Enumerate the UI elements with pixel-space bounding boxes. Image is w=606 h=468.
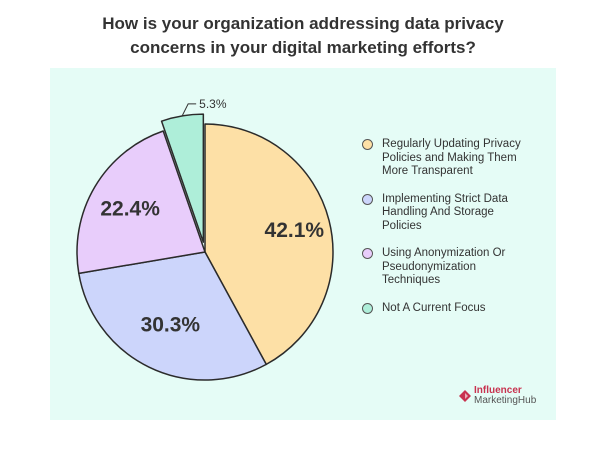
chart-title-line-1: How is your organization addressing data… xyxy=(102,14,504,33)
slice-value-label: 22.4% xyxy=(100,198,160,221)
legend-item-regularly-updating: Regularly Updating Privacy Policies and … xyxy=(362,138,562,179)
pie-slice xyxy=(160,113,205,243)
brand-icon xyxy=(459,390,471,402)
pie-slice xyxy=(76,130,206,275)
pie-slice xyxy=(204,123,334,366)
callout-leader-line xyxy=(181,103,197,117)
chart-title: How is your organization addressing data… xyxy=(0,12,606,60)
slice-value-label: 42.1% xyxy=(265,219,325,242)
chart-title-line-2: concerns in your digital marketing effor… xyxy=(130,38,476,57)
slice-value-label: 5.3% xyxy=(199,97,227,111)
legend-label: Not A Current Focus xyxy=(382,301,486,314)
legend-item-not-a-focus: Not A Current Focus xyxy=(362,302,562,316)
brand-name-line1: Influencer xyxy=(474,385,522,396)
brand-name-line2: MarketingHub xyxy=(474,395,537,406)
legend-swatch xyxy=(362,302,373,314)
legend-label: Implementing Strict Data Handling And St… xyxy=(382,192,508,232)
legend-swatch xyxy=(362,248,373,259)
slice-value-label: 30.3% xyxy=(141,313,201,336)
legend-item-strict-data-handling: Implementing Strict Data Handling And St… xyxy=(362,193,562,234)
legend: Regularly Updating Privacy Policies and … xyxy=(362,138,562,329)
legend-label: Regularly Updating Privacy Policies and … xyxy=(382,138,521,177)
pie-slice xyxy=(78,251,268,381)
legend-swatch xyxy=(362,193,373,205)
legend-item-anonymization: Using Anonymization Or Pseudonymization … xyxy=(362,247,562,288)
legend-swatch xyxy=(362,139,373,150)
legend-label: Using Anonymization Or Pseudonymization … xyxy=(382,247,506,286)
